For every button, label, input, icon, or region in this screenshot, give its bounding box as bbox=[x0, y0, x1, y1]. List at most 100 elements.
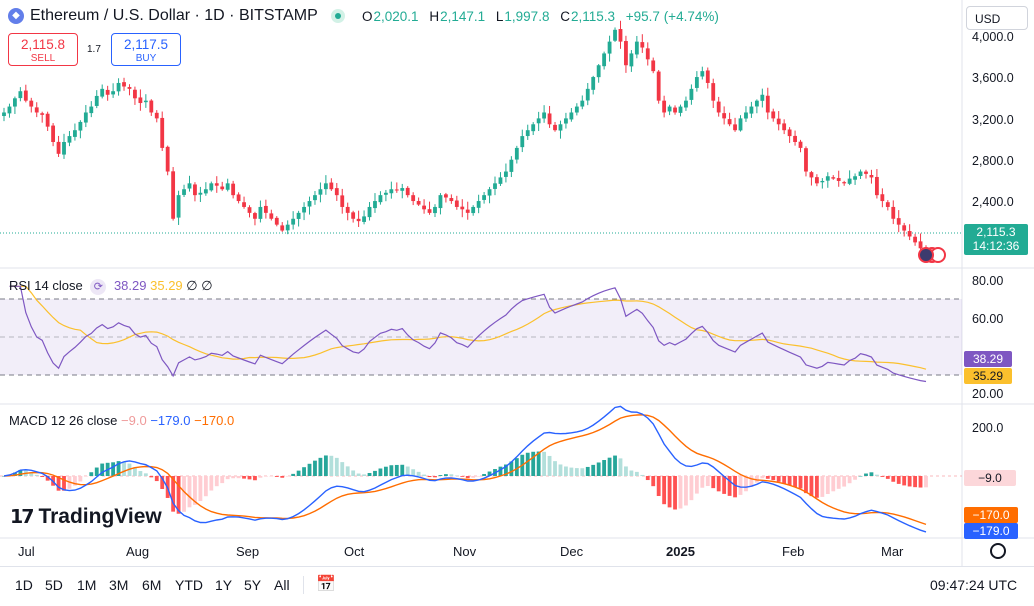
range-ytd-button[interactable]: YTD bbox=[175, 577, 203, 593]
range-6m-button[interactable]: 6M bbox=[142, 577, 162, 593]
range-1y-button[interactable]: 1Y bbox=[215, 577, 233, 593]
time-tick: Feb bbox=[782, 544, 805, 559]
macd-histogram-bar bbox=[705, 476, 710, 487]
candle-body bbox=[814, 177, 819, 184]
macd-histogram-bar bbox=[274, 476, 279, 477]
market-open-indicator[interactable] bbox=[331, 9, 345, 23]
macd-histogram-bar bbox=[711, 476, 716, 489]
rsi-legend[interactable]: RSI 14 close ⟳ 38.29 35.29 ∅ ∅ bbox=[9, 278, 213, 295]
candle-body bbox=[34, 107, 39, 113]
macd-histogram-bar bbox=[427, 476, 432, 478]
candle-body bbox=[585, 88, 590, 101]
bottom-toolbar bbox=[0, 566, 1034, 606]
candle-body bbox=[858, 171, 863, 176]
sell-button[interactable]: 2,115.8 SELL bbox=[8, 33, 78, 66]
candle-body bbox=[7, 106, 12, 114]
currency-selector[interactable]: USD bbox=[966, 6, 1028, 30]
macd-histogram-bar bbox=[214, 476, 219, 487]
macd-histogram-bar bbox=[585, 466, 590, 476]
candle-body bbox=[896, 218, 901, 225]
macd-histogram-bar bbox=[351, 470, 356, 476]
candle-body bbox=[613, 29, 617, 41]
macd-histogram-bar bbox=[471, 476, 476, 478]
candle-body bbox=[29, 100, 34, 107]
macd-histogram-bar bbox=[133, 467, 137, 476]
macd-hist-tag: −9.0 bbox=[964, 470, 1016, 486]
macd-histogram-bar bbox=[765, 476, 770, 479]
candle-body bbox=[198, 192, 203, 195]
candle-body bbox=[907, 231, 912, 237]
macd-histogram-bar bbox=[678, 476, 683, 509]
macd-histogram-bar bbox=[122, 461, 126, 476]
macd-legend[interactable]: MACD 12 26 close −9.0 −179.0 −170.0 bbox=[9, 413, 234, 428]
rsi-extra: ∅ bbox=[201, 278, 213, 293]
range-5d-button[interactable]: 5D bbox=[45, 577, 63, 593]
macd-histogram-bar bbox=[760, 476, 765, 479]
time-tick: Nov bbox=[453, 544, 477, 559]
price-tick: 4,000.0 bbox=[972, 30, 1014, 44]
macd-histogram-bar bbox=[656, 476, 661, 497]
time-tick: Oct bbox=[344, 544, 365, 559]
range-3m-button[interactable]: 3M bbox=[109, 577, 129, 593]
date-range-calendar-icon[interactable]: 📅 bbox=[316, 576, 336, 593]
candle-body bbox=[427, 209, 432, 213]
candle-body bbox=[574, 106, 579, 113]
macd-histogram-bar bbox=[443, 474, 448, 476]
utc-clock[interactable]: 09:47:24 UTC bbox=[930, 577, 1018, 593]
tradingview-logo-icon: 𝟭𝟳 bbox=[10, 507, 34, 528]
macd-histogram-bar bbox=[542, 451, 547, 476]
candle-body bbox=[373, 201, 377, 209]
tradingview-logo[interactable]: 𝟭𝟳 TradingView bbox=[10, 505, 162, 529]
candle-body bbox=[793, 135, 797, 142]
ethereum-icon: ◆ bbox=[8, 8, 24, 24]
chart-settings-gear-icon[interactable] bbox=[990, 543, 1006, 559]
macd-histogram-bar bbox=[116, 461, 121, 476]
macd-histogram-bar bbox=[225, 476, 230, 480]
macd-histogram-bar bbox=[411, 469, 416, 476]
candle-body bbox=[94, 95, 99, 106]
buy-button[interactable]: 2,117.5 BUY bbox=[111, 33, 181, 66]
macd-histogram-bar bbox=[285, 476, 290, 477]
economic-event-flag-icon[interactable] bbox=[916, 245, 950, 265]
macd-histogram-bar bbox=[198, 476, 203, 502]
candle-body bbox=[640, 42, 645, 48]
candle-body bbox=[749, 106, 754, 114]
candle-body bbox=[367, 206, 372, 218]
candle-body bbox=[285, 224, 290, 231]
macd-histogram-bar bbox=[771, 476, 776, 481]
macd-histogram-bar bbox=[83, 476, 88, 477]
range-1d-button[interactable]: 1D bbox=[15, 577, 33, 593]
symbol-title[interactable]: Ethereum / U.S. Dollar · 1D · BITSTAMP bbox=[30, 7, 318, 24]
macd-histogram-bar bbox=[220, 476, 225, 484]
candle-body bbox=[334, 188, 339, 196]
candle-body bbox=[2, 112, 6, 117]
candle-body bbox=[340, 195, 345, 207]
candle-body bbox=[378, 195, 383, 203]
candle-body bbox=[116, 82, 121, 92]
macd-histogram bbox=[2, 451, 928, 514]
time-tick: Aug bbox=[126, 544, 150, 559]
candle-body bbox=[744, 112, 748, 119]
range-1m-button[interactable]: 1M bbox=[77, 577, 97, 593]
macd-hist-value: −9.0 bbox=[121, 413, 147, 428]
candle-body bbox=[651, 60, 656, 72]
macd-histogram-bar bbox=[378, 468, 383, 476]
macd-histogram-bar bbox=[787, 476, 792, 486]
macd-histogram-bar bbox=[662, 476, 667, 505]
candle-body bbox=[634, 41, 639, 55]
macd-histogram-bar bbox=[651, 476, 656, 487]
range-5y-button[interactable]: 5Y bbox=[244, 577, 262, 593]
candle-body bbox=[471, 206, 476, 214]
macd-histogram-bar bbox=[416, 471, 421, 476]
rsi-sync-icon[interactable]: ⟳ bbox=[90, 279, 107, 295]
macd-histogram-bar bbox=[814, 476, 819, 498]
candle-body bbox=[389, 189, 394, 194]
range-all-button[interactable]: All bbox=[274, 577, 290, 593]
candle-body bbox=[274, 217, 279, 225]
candle-body bbox=[138, 97, 143, 104]
ohlc-open-key: O bbox=[362, 9, 373, 24]
rsi-value: 38.29 bbox=[113, 278, 147, 293]
macd-histogram-bar bbox=[45, 476, 50, 481]
macd-histogram-bar bbox=[100, 463, 105, 476]
